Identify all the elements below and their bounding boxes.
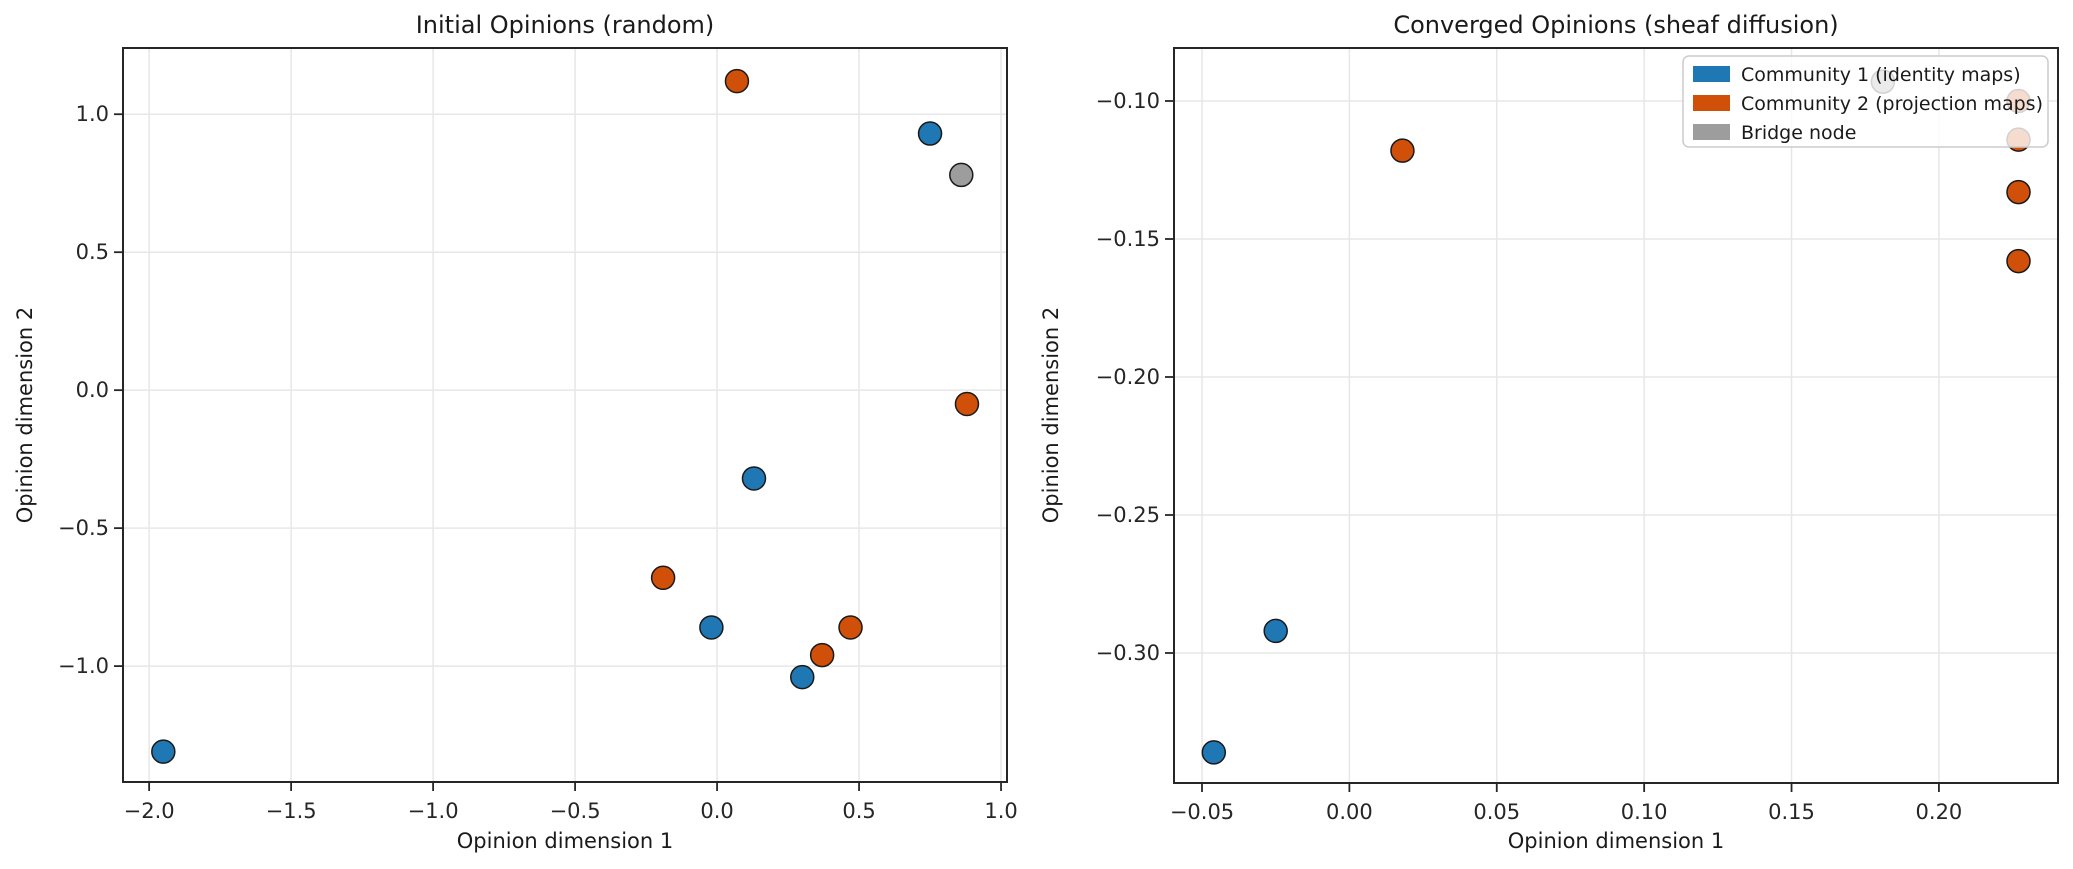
axes-spines [122,47,1008,783]
legend-label: Community 2 (projection maps) [1741,93,2043,115]
y-tick-label: 0.5 [76,240,109,264]
y-tick-label: −0.25 [1096,503,1160,527]
x-tick-label: −1.5 [266,799,317,823]
right-chart-title: Converged Opinions (sheaf diffusion) [1393,11,1838,39]
left-x-axis-label: Opinion dimension 1 [457,829,674,853]
x-tick-label: 0.05 [1473,800,1520,824]
x-tick-label: 1.0 [984,799,1017,823]
right-plot-dynamic: −0.05 0.00 0.05 0.10 0.15 0.20 −0.10 −0.15 −0.20… [1096,47,2059,824]
scatter-point-series-2 [838,615,863,640]
plot-area [1174,48,2058,783]
x-tick-label: 0.15 [1768,800,1815,824]
y-tick-label: −0.15 [1096,227,1160,251]
legend-swatch [1693,124,1730,140]
scatter-point-series-1 [1201,740,1227,765]
x-tick-label: 0.10 [1621,800,1668,824]
left-plot-dynamic: −2.0 −1.5 −1.0 −0.5 0.0 0.5 1.0 1.0 0.5 0.0 −0.5 −1… [58,47,1018,823]
scatter-point-series-2 [724,68,750,94]
y-tick-label: −0.20 [1096,365,1160,389]
left-panel: −2.0 −1.5 −1.0 −0.5 0.0 0.5 1.0 1.0 0.5 0.0 −0.5 −1… [13,11,1018,853]
scatter-point-series-1 [741,466,767,491]
y-tick-label: −0.30 [1096,641,1160,665]
x-tick-label: 0.00 [1326,800,1373,824]
right-y-axis-label: Opinion dimension 2 [1039,307,1063,524]
x-tick-label: 0.20 [1916,800,1963,824]
x-tick-label: −2.0 [124,799,175,823]
y-tick-label: −0.10 [1096,89,1160,113]
x-tick-label: −0.5 [550,799,601,823]
y-tick-label: −0.5 [58,516,109,540]
right-panel: −0.05 0.00 0.05 0.10 0.15 0.20 −0.10 −0.15 −0.20… [1039,11,2059,853]
scatter-point-series-2 [650,565,676,591]
legend-box [1682,55,2049,148]
scatter-point-series-1 [1263,618,1288,644]
scatter-point-series-3 [949,162,974,188]
scatter-point-series-1 [790,664,815,690]
legend-swatch [1693,66,1730,82]
scatter-point-series-1 [151,739,176,764]
legend-label: Community 1 (identity maps) [1741,64,2021,86]
x-tick-label: −0.05 [1170,800,1234,824]
y-tick-label: 1.0 [76,102,109,126]
right-x-axis-label: Opinion dimension 1 [1508,829,1725,853]
left-chart-title: Initial Opinions (random) [416,11,715,39]
scatter-point-series-2 [809,642,835,668]
scatter-point-series-1 [699,615,724,640]
scatter-point-series-2 [954,391,980,417]
x-tick-label: −1.0 [408,799,459,823]
left-y-axis-label: Opinion dimension 2 [13,307,37,524]
scatter-point-series-1 [917,121,943,146]
plot-area [123,48,1007,782]
axes-spines [1173,47,2059,784]
x-tick-label: 0.5 [842,799,875,823]
x-tick-label: 0.0 [700,799,733,823]
scatter-point-series-2 [1390,138,1415,163]
legend-label: Bridge node [1741,122,1856,144]
legend-swatch [1693,95,1730,111]
scatter-point-series-2 [2006,179,2031,205]
y-tick-label: −1.0 [58,654,109,678]
scatter-point-series-2 [2006,248,2031,274]
y-tick-label: 0.0 [76,378,109,402]
